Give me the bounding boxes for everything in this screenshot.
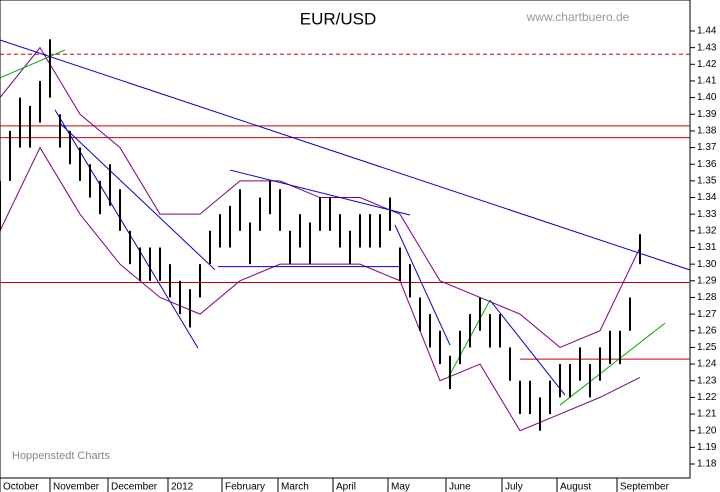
y-tick-label: 1.36 — [697, 159, 717, 170]
y-tick-label: 1.24 — [697, 359, 717, 370]
x-tick-label: September — [620, 482, 670, 492]
y-tick-label: 1.18 — [697, 459, 717, 470]
chart-title: EUR/USD — [300, 9, 377, 28]
trend-line — [54, 109, 199, 349]
y-tick-label: 1.44 — [697, 26, 717, 37]
y-tick-label: 1.22 — [697, 392, 717, 403]
trend-line — [394, 224, 451, 346]
x-tick-label: July — [505, 482, 523, 492]
y-tick-label: 1.32 — [697, 225, 717, 236]
y-tick-label: 1.19 — [697, 442, 717, 453]
y-tick-label: 1.30 — [697, 259, 717, 270]
x-tick-label: November — [53, 482, 100, 492]
trend-line — [489, 299, 566, 396]
trend-line — [559, 322, 666, 406]
y-tick-label: 1.25 — [697, 342, 717, 353]
x-tick-label: 2012 — [171, 482, 194, 492]
y-tick-label: 1.34 — [697, 192, 717, 203]
x-tick-label: August — [560, 482, 591, 492]
trend-line — [59, 122, 216, 271]
y-tick-label: 1.33 — [697, 209, 717, 220]
credit: Hoppenstedt Charts — [12, 450, 110, 462]
plot-frame — [0, 0, 691, 479]
y-tick-label: 1.38 — [697, 126, 717, 137]
y-tick-label: 1.31 — [697, 242, 717, 253]
y-tick-label: 1.23 — [697, 375, 717, 386]
x-tick-label: October — [3, 482, 39, 492]
y-tick-label: 1.28 — [697, 292, 717, 303]
y-tick-label: 1.41 — [697, 76, 717, 87]
x-tick-label: April — [336, 482, 356, 492]
y-tick-label: 1.27 — [697, 309, 717, 320]
source: www.chartbuero.de — [526, 10, 630, 24]
y-tick-label: 1.29 — [697, 275, 717, 286]
y-tick-label: 1.35 — [697, 176, 717, 187]
y-tick-label: 1.39 — [697, 109, 717, 120]
x-tick-label: March — [281, 482, 309, 492]
x-tick-label: February — [225, 482, 265, 492]
y-tick-label: 1.37 — [697, 142, 717, 153]
trend-line — [0, 39, 691, 271]
x-tick-label: June — [449, 482, 471, 492]
y-tick-label: 1.43 — [697, 42, 717, 53]
y-tick-label: 1.26 — [697, 325, 717, 336]
y-tick-label: 1.21 — [697, 409, 717, 420]
y-tick-label: 1.40 — [697, 92, 717, 103]
trend-line — [229, 169, 411, 216]
trend-line — [0, 49, 66, 79]
y-tick-label: 1.42 — [697, 59, 717, 70]
y-tick-label: 1.20 — [697, 425, 717, 436]
x-tick-label: December — [111, 482, 158, 492]
bollinger-band — [0, 146, 641, 432]
x-tick-label: May — [391, 482, 410, 492]
